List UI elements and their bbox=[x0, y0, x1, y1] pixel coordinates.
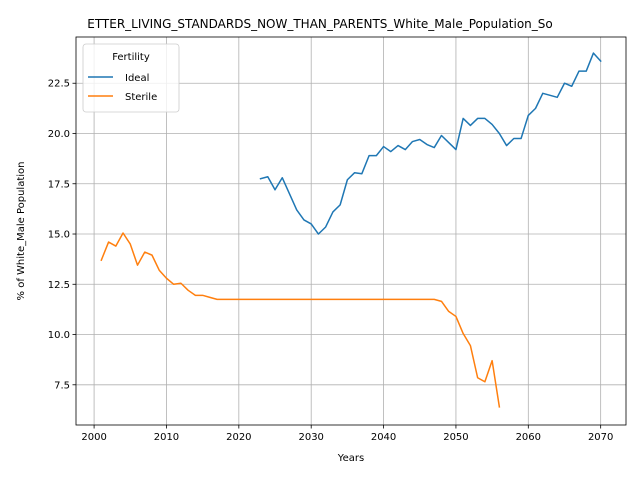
y-tick-label: 7.5 bbox=[54, 380, 70, 391]
axis-ticks: 2000 2010 2020 2030 2040 2050 2060 2070 7.5 10.0 1… bbox=[48, 79, 614, 443]
y-tick-label: 20.0 bbox=[48, 129, 70, 140]
plot-frame bbox=[75, 36, 627, 426]
x-axis-label: Years bbox=[337, 453, 364, 464]
x-tick-label: 2060 bbox=[516, 432, 541, 443]
x-tick-label: 2010 bbox=[154, 432, 179, 443]
legend: Fertility Ideal Sterile bbox=[82, 43, 180, 113]
legend-box bbox=[82, 43, 180, 113]
legend-label-ideal: Ideal bbox=[125, 73, 149, 84]
x-tick-label: 2040 bbox=[371, 432, 396, 443]
legend-title: Fertility bbox=[112, 52, 150, 63]
series-line-ideal bbox=[259, 52, 602, 235]
legend-label-sterile: Sterile bbox=[125, 92, 157, 103]
series-lines bbox=[100, 52, 602, 408]
chart-title: ETTER_LIVING_STANDARDS_NOW_THAN_PARENTS_… bbox=[87, 17, 553, 31]
x-tick-label: 2050 bbox=[443, 432, 468, 443]
y-tick-label: 22.5 bbox=[48, 79, 70, 90]
y-tick-label: 12.5 bbox=[48, 280, 70, 291]
y-tick-label: 15.0 bbox=[48, 230, 70, 241]
y-axis-label: % of White_Male Population bbox=[16, 162, 27, 301]
x-tick-label: 2020 bbox=[226, 432, 251, 443]
x-tick-label: 2030 bbox=[298, 432, 323, 443]
x-tick-label: 2000 bbox=[81, 432, 106, 443]
y-tick-label: 10.0 bbox=[48, 330, 70, 341]
y-tick-label: 17.5 bbox=[48, 179, 70, 190]
x-tick-label: 2070 bbox=[588, 432, 613, 443]
grid-lines bbox=[76, 37, 626, 425]
series-line-sterile bbox=[100, 232, 501, 408]
